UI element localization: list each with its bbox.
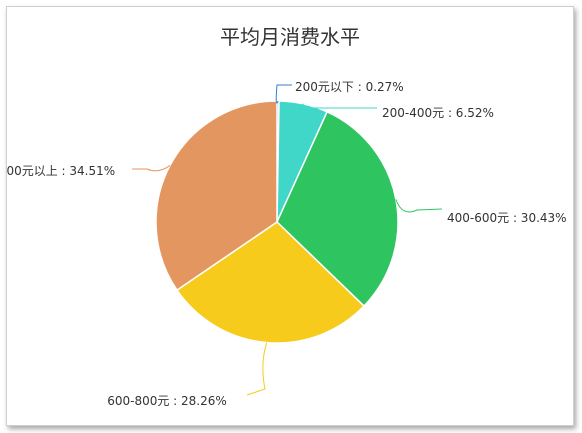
pie-chart: 200元以下 : 0.27% 200-400元 : 6.52% 400-600元 :… [7,80,567,408]
slice-label-4: 800元以上 : 34.51% [7,164,115,178]
slice-label-2: 400-600元 : 30.43% [447,211,567,225]
slice-label-1: 200-400元 : 6.52% [382,106,494,120]
pie-slice-3 [175,221,366,344]
leader-line-2 [395,199,443,213]
leader-line-0 [275,84,292,104]
leader-line-1 [300,103,377,109]
pie-slice-4 [155,100,278,292]
chart-title: 平均月消费水平 [220,25,360,49]
leader-line-4 [132,165,171,172]
leader-line-3 [246,342,268,396]
chart-frame: 平均月消费水平 200元以下 : 0.27% 200-400元 : 6.52% 40… [6,6,574,426]
slice-label-0: 200元以下 : 0.27% [295,80,404,94]
slice-label-3: 600-800元 : 28.26% [107,394,227,408]
